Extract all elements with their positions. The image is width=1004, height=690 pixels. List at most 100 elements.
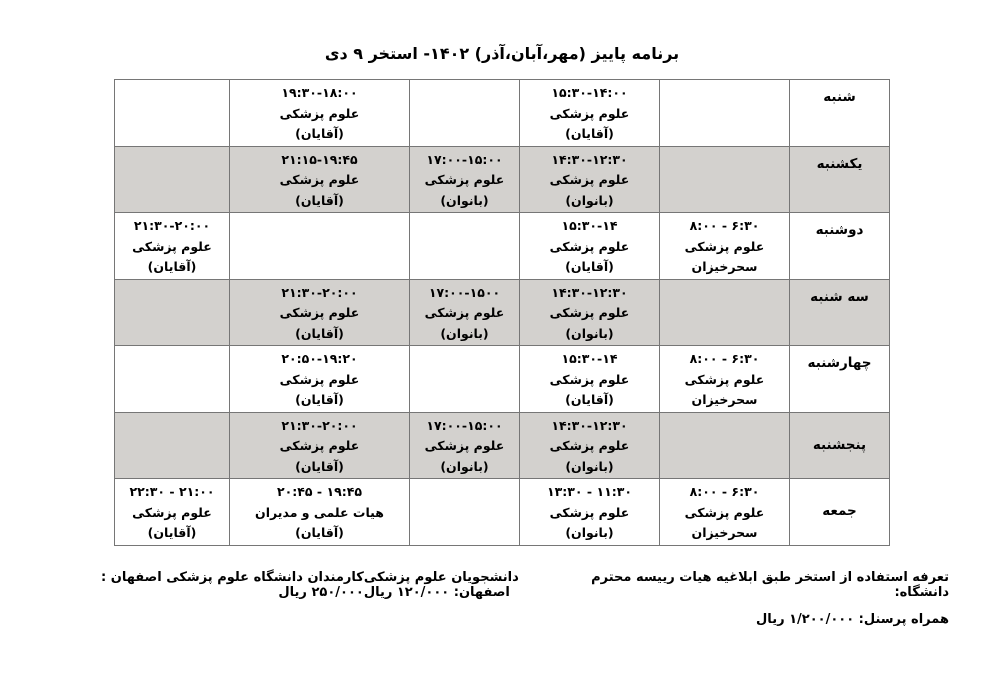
program-group: (آقایان) — [295, 525, 344, 540]
program-name: علوم پزشکی — [684, 371, 765, 387]
schedule-cell: ۲۱:۳۰-۲۰:۰۰ علوم پزشکی (آقایان) — [229, 278, 410, 346]
program-name: علوم پزشکی — [279, 371, 360, 387]
program-group: سحرخیزان — [691, 259, 758, 274]
program-name: علوم پزشکی — [684, 504, 765, 520]
program-name: علوم پزشکی — [549, 305, 630, 320]
time-range: ۸:۰۰ - ۶:۳۰ — [689, 218, 760, 233]
time-range: ۱۴:۳۰-۱۲:۳۰ — [551, 151, 628, 167]
program-name: علوم پزشکی — [132, 504, 212, 520]
program-group: (آقایان) — [295, 392, 344, 407]
schedule-cell: ۲۰:۵۰-۱۹:۲۰ علوم پزشکی (آقایان) — [229, 345, 410, 413]
program-name: علوم پزشکی — [549, 238, 630, 254]
companion-fee: همراه پرسنل: ۱/۲۰۰/۰۰۰ ریال — [756, 611, 949, 627]
program-group: (بانوان) — [565, 192, 614, 208]
program-name: علوم پزشکی — [132, 238, 212, 254]
program-name: علوم پزشکی — [279, 305, 360, 320]
schedule-cell: ۱۴:۳۰-۱۲:۳۰ علوم پزشکی (بانوان) — [519, 411, 660, 479]
time-range: ۸:۰۰ - ۶:۳۰ — [689, 351, 760, 366]
time-range: ۲۰:۴۵ - ۱۹:۴۵ — [277, 484, 362, 499]
program-name: علوم پزشکی — [549, 172, 630, 187]
schedule-cell: ۸:۰۰ - ۶:۳۰ علوم پزشکی سحرخیزان — [659, 212, 790, 280]
table-row: پنجشنبه ۱۴:۳۰-۱۲:۳۰ علوم پزشکی (بانوان) ۱۷… — [114, 411, 890, 479]
schedule-cell: ۲۱:۳۰-۲۰:۰۰ علوم پزشکی (آقایان) — [229, 411, 410, 479]
program-group: سحرخیزان — [691, 392, 758, 407]
tariff-line: تعرفه استفاده از استخر طبق ابلاغیه هیات … — [55, 570, 949, 600]
program-name: علوم پزشکی — [424, 172, 505, 187]
program-group: (بانوان) — [565, 525, 614, 540]
program-group: (بانوان) — [565, 325, 614, 341]
time-range: ۱۳:۳۰ - ۱۱:۳۰ — [547, 484, 632, 499]
schedule-cell: ۱۴:۳۰-۱۲:۳۰ علوم پزشکی (بانوان) — [519, 278, 660, 346]
time-range: ۲۰:۵۰-۱۹:۲۰ — [281, 351, 358, 366]
time-range: ۱۹:۳۰-۱۸:۰۰ — [281, 85, 358, 100]
time-range: ۲۱:۳۰-۲۰:۰۰ — [133, 218, 211, 233]
schedule-cell: ۱۹:۳۰-۱۸:۰۰ علوم پزشکی (آقایان) — [229, 79, 410, 147]
program-group: (بانوان) — [565, 458, 614, 474]
schedule-cell — [114, 278, 230, 346]
schedule-cell — [409, 79, 520, 147]
program-name: علوم پزشکی — [424, 438, 505, 453]
time-range: ۲۱:۳۰-۲۰:۰۰ — [281, 284, 358, 300]
schedule-cell — [659, 79, 790, 147]
program-name: علوم پزشکی — [279, 438, 360, 453]
time-range: ۱۵:۳۰-۱۴:۰۰ — [551, 85, 628, 100]
schedule-cell: ۱۷:۰۰-۱۵:۰۰ علوم پزشکی (بانوان) — [409, 145, 520, 213]
program-name: علوم پزشکی — [684, 238, 765, 254]
schedule-cell — [659, 278, 790, 346]
time-range: ۲۱:۱۵-۱۹:۴۵ — [281, 151, 358, 167]
program-group: (آقایان) — [565, 126, 614, 141]
program-group: (آقایان) — [295, 126, 344, 141]
schedule-cell: ۱۳:۳۰ - ۱۱:۳۰ علوم پزشکی (بانوان) — [519, 478, 660, 546]
schedule-cell: ۸:۰۰ - ۶:۳۰ علوم پزشکی سحرخیزان — [659, 478, 790, 546]
schedule-cell: ۱۵:۳۰-۱۴ علوم پزشکی (آقایان) — [519, 212, 660, 280]
program-group: (آقایان) — [295, 192, 344, 208]
time-range: ۸:۰۰ - ۶:۳۰ — [689, 484, 760, 499]
time-range: ۲۲:۳۰ - ۲۱:۰۰ — [129, 484, 215, 499]
time-range: ۱۵:۳۰-۱۴ — [561, 351, 618, 366]
schedule-cell: ۸:۰۰ - ۶:۳۰ علوم پزشکی سحرخیزان — [659, 345, 790, 413]
program-group: (بانوان) — [440, 458, 489, 474]
tariff-note: تعرفه استفاده از استخر طبق ابلاغیه هیات … — [591, 569, 949, 600]
program-group: (بانوان) — [440, 325, 489, 341]
schedule-cell: ۲۰:۴۵ - ۱۹:۴۵ هیات علمی و مدیران (آقایان) — [229, 478, 410, 546]
table-row: شنبه ۱۵:۳۰-۱۴:۰۰ علوم پزشکی (آقایان) ۱۹:۳۰… — [114, 79, 890, 147]
schedule-cell — [229, 212, 410, 280]
program-name: علوم پزشکی — [279, 105, 360, 121]
time-range: ۲۱:۳۰-۲۰:۰۰ — [281, 417, 358, 433]
program-group: (بانوان) — [440, 192, 489, 208]
table-row: جمعه ۸:۰۰ - ۶:۳۰ علوم پزشکی سحرخیزان ۱۳:۳۰… — [114, 478, 890, 546]
schedule-cell — [114, 345, 230, 413]
time-range: ۱۷:۰۰-۱۵:۰۰ — [426, 151, 503, 167]
program-name: علوم پزشکی — [549, 504, 630, 520]
schedule-cell: ۲۱:۳۰-۲۰:۰۰ علوم پزشکی (آقایان) — [114, 212, 230, 280]
day-cell: دوشنبه — [789, 212, 890, 280]
day-cell: جمعه — [789, 478, 890, 546]
table-row: دوشنبه ۸:۰۰ - ۶:۳۰ علوم پزشکی سحرخیزان ۱۵:… — [114, 212, 890, 280]
schedule-cell: ۲۱:۱۵-۱۹:۴۵ علوم پزشکی (آقایان) — [229, 145, 410, 213]
table-row: چهارشنبه ۸:۰۰ - ۶:۳۰ علوم پزشکی سحرخیزان ۱… — [114, 345, 890, 413]
schedule-cell — [409, 212, 520, 280]
students-fee: دانشجویان علوم پزشکی اصفهان: ۱۲۰/۰۰۰ ریا… — [363, 569, 519, 600]
schedule-cell — [659, 145, 790, 213]
program-name: علوم پزشکی — [424, 305, 505, 320]
program-name: علوم پزشکی — [279, 172, 360, 187]
time-range: ۱۴:۳۰-۱۲:۳۰ — [551, 284, 628, 300]
program-name: علوم پزشکی — [549, 371, 630, 387]
schedule-cell — [114, 411, 230, 479]
day-cell: شنبه — [789, 79, 890, 147]
schedule-cell: ۱۵:۳۰-۱۴ علوم پزشکی (آقایان) — [519, 345, 660, 413]
table-row: سه شنبه ۱۴:۳۰-۱۲:۳۰ علوم پزشکی (بانوان) ۱۷… — [114, 278, 890, 346]
schedule-cell: ۱۷:۰۰-۱۵۰۰ علوم پزشکی (بانوان) — [409, 278, 520, 346]
day-cell: چهارشنبه — [789, 345, 890, 413]
program-group: (آقایان) — [147, 259, 197, 274]
page-title: برنامه پاییز (مهر،آبان،آذر) ۱۴۰۲- استخر … — [324, 44, 680, 63]
footer: تعرفه استفاده از استخر طبق ابلاغیه هیات … — [0, 546, 1004, 627]
schedule-cell: ۱۷:۰۰-۱۵:۰۰ علوم پزشکی (بانوان) — [409, 411, 520, 479]
program-group: (آقایان) — [295, 458, 344, 474]
schedule-cell: ۱۴:۳۰-۱۲:۳۰ علوم پزشکی (بانوان) — [519, 145, 660, 213]
table-row: یکشنبه ۱۴:۳۰-۱۲:۳۰ علوم پزشکی (بانوان) ۱۷:… — [114, 145, 890, 213]
program-group: (آقایان) — [565, 259, 614, 274]
time-range: ۱۷:۰۰-۱۵:۰۰ — [426, 417, 503, 433]
program-group: (آقایان) — [565, 392, 614, 407]
